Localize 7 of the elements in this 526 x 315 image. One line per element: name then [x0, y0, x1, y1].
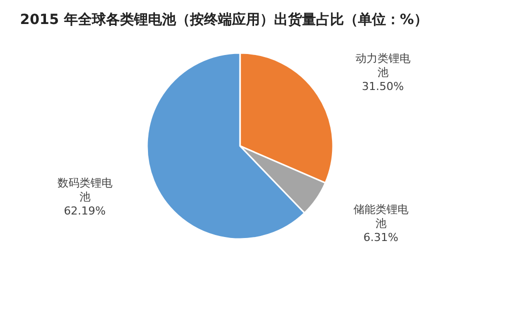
data-label: 31.50% — [362, 80, 404, 93]
data-label: 6.31% — [363, 230, 398, 244]
chart-title: 2015 年全球各类锂电池（按终端应用）出货量占比（单位：%） — [20, 11, 428, 28]
slice-label: 动力类锂电池 — [355, 52, 410, 79]
slice-label: 储能类锂电池 — [353, 202, 408, 230]
slice-label: 数码类锂电池 — [57, 176, 112, 204]
data-label: 62.19% — [64, 204, 106, 218]
